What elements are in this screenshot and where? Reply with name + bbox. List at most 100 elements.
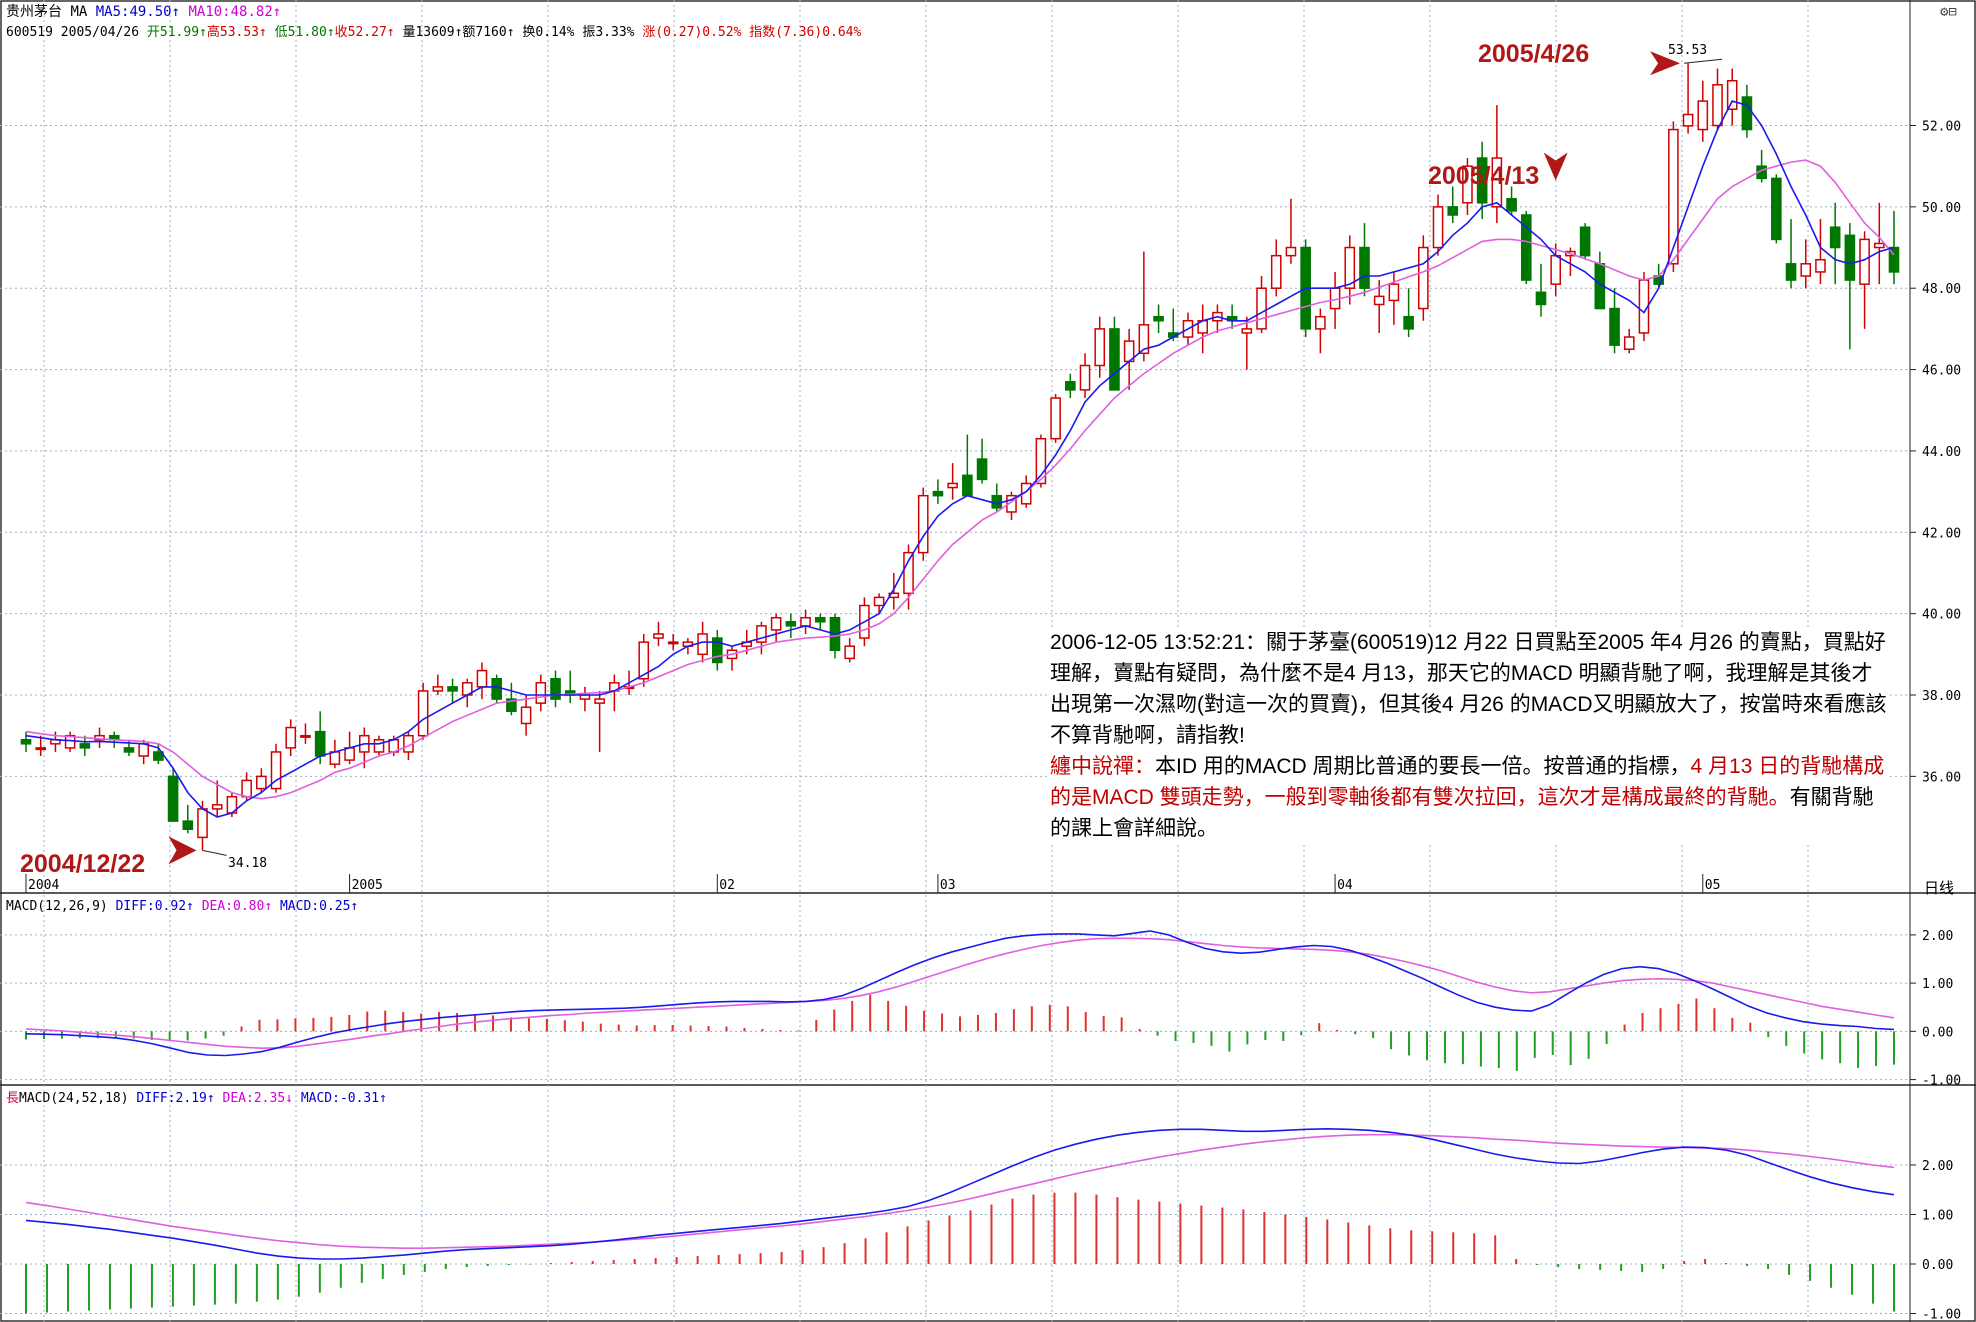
- candle-body: [94, 734, 105, 741]
- macd-tick-label: 1.00: [1922, 1208, 1953, 1223]
- index-value: 指数(7.36)0.64%: [749, 25, 862, 40]
- long-macd-diff-line: [25, 1127, 1895, 1260]
- candle-body: [1579, 226, 1591, 257]
- ma10-line: [25, 159, 1895, 800]
- commentary-box: 2006-12-05 13:52:21：關于茅臺(600519)12 月22 日…: [1050, 627, 1888, 844]
- candle-body: [123, 747, 135, 753]
- long-macd-panel: [25, 1127, 1895, 1314]
- price-tick-label: 52.00: [1922, 119, 1961, 134]
- candle-body: [1623, 336, 1635, 350]
- settings-icon[interactable]: ⚙⊟: [1940, 4, 1957, 20]
- price-legend: 贵州茅台 MA MA5:49.50↑ MA10:48.82↑: [6, 4, 282, 20]
- candle-body: [35, 747, 47, 751]
- date-tick-label: 03: [940, 878, 956, 893]
- macd-dea: DEA:0.80: [201, 899, 265, 914]
- high-value: 高53.53: [206, 25, 260, 40]
- candle-body: [1344, 246, 1356, 289]
- candle-body: [1094, 328, 1106, 367]
- candle-body: [1079, 364, 1091, 391]
- candle-body: [991, 494, 1003, 509]
- candle-body: [1859, 238, 1870, 285]
- candle-body: [432, 686, 444, 692]
- axes: 36.00 38.00 40.00 42.00 44.00 46.00 48.00 50.00…: [25, 119, 1961, 1322]
- ma10-value: MA10:48.82: [188, 4, 273, 20]
- volume-value: 量13609: [402, 25, 455, 40]
- candle-body: [947, 482, 958, 489]
- stock-code: 600519: [6, 25, 53, 40]
- candle-body: [1359, 246, 1370, 289]
- long-macd-dea-line: [25, 1133, 1895, 1249]
- low-value-label: 34.18: [228, 856, 267, 871]
- price-tick-label: 50.00: [1922, 201, 1961, 216]
- candle-body: [1609, 307, 1620, 346]
- candle-body: [1668, 128, 1679, 265]
- candle-body: [785, 621, 797, 627]
- candle-body: [1153, 315, 1164, 322]
- date-tick-label: 02: [719, 878, 735, 893]
- candle-body: [814, 616, 826, 623]
- candle-body: [550, 677, 561, 700]
- macd-tick-label: 0.00: [1922, 1258, 1953, 1273]
- candle-body: [285, 726, 297, 749]
- change-value: 涨(0.27)0.52%: [642, 25, 742, 40]
- candle-body: [1285, 246, 1297, 257]
- price-panel: [20, 63, 1900, 851]
- ma5-value: MA5:49.50: [95, 4, 172, 20]
- long-macd-legend: 長MACD(24,52,18) DIFF:2.19↑ DEA:2.35↓ MAC…: [6, 1091, 387, 1106]
- macd-name: MACD(12,26,9): [6, 899, 108, 914]
- candle-body: [447, 686, 458, 692]
- candle-body: [1771, 177, 1782, 241]
- candle-body: [1270, 254, 1282, 289]
- price-tick-label: 46.00: [1922, 364, 1961, 379]
- long-macd-value: MACD:-0.31: [300, 1091, 380, 1106]
- amount-value: 额7160: [462, 25, 507, 40]
- date-tick-label: 04: [1337, 878, 1353, 893]
- candle-body: [1726, 79, 1738, 110]
- candle-body: [20, 739, 32, 745]
- candle-body: [1050, 397, 1061, 440]
- candle-body: [903, 551, 914, 595]
- candle-body: [300, 734, 311, 738]
- date-label-2004-12-22: 2004/12/22: [20, 850, 145, 878]
- candle-body: [241, 779, 252, 798]
- candle-body: [1035, 437, 1047, 485]
- candle-body: [756, 625, 767, 643]
- macd-value: MACD:0.25: [279, 899, 351, 914]
- candle-body: [1697, 100, 1709, 131]
- date-tick-label: 2004: [28, 878, 59, 893]
- candle-body: [417, 690, 429, 737]
- commentary-answer-plain: 本ID 用的MACD 周期比普通的要長一倍。按普通的指標，: [1155, 755, 1691, 778]
- leader-line: [202, 849, 227, 856]
- candle-body: [167, 775, 179, 822]
- date-label-2005-4-13: 2005/4/13: [1428, 162, 1539, 190]
- candle-body: [770, 616, 782, 631]
- candle-body: [314, 730, 326, 757]
- quote-date: 2005/04/26: [60, 25, 140, 40]
- candle-body: [1815, 258, 1826, 273]
- macd-tick-label: -1.00: [1922, 1308, 1961, 1322]
- price-tick-label: 48.00: [1922, 282, 1961, 297]
- candle-body: [1315, 315, 1326, 330]
- candle-body: [506, 698, 517, 713]
- candle-body: [1506, 197, 1517, 212]
- price-tick-label: 38.00: [1922, 689, 1961, 704]
- close-value: 收52.27: [334, 25, 387, 40]
- candle-body: [1476, 157, 1488, 204]
- macd-diff-line: [25, 930, 1895, 1057]
- candle-body: [976, 458, 988, 481]
- leader-line: [1684, 58, 1723, 64]
- candle-body: [962, 474, 973, 497]
- candle-body: [211, 804, 223, 810]
- candle-body: [1462, 165, 1473, 204]
- candle-body: [344, 747, 355, 761]
- candle-body: [1712, 84, 1723, 127]
- candle-body: [1844, 234, 1856, 281]
- arrow-marker: [1650, 51, 1681, 76]
- macd-tick-label: -1.00: [1922, 1074, 1961, 1089]
- candle-body: [1535, 291, 1547, 306]
- candle-body: [1800, 263, 1812, 277]
- macd-tick-label: 1.00: [1922, 977, 1953, 992]
- long-macd-name: MACD(24,52,18): [19, 1091, 129, 1106]
- amplitude-value: 振3.33%: [582, 25, 635, 40]
